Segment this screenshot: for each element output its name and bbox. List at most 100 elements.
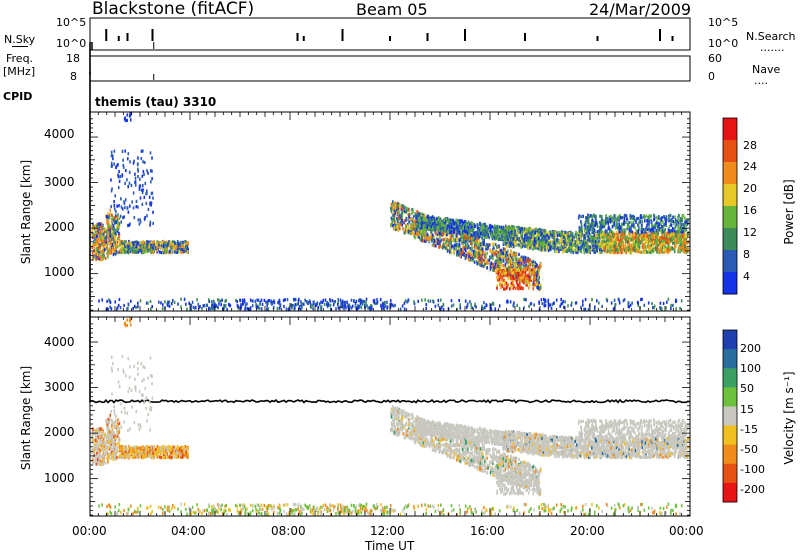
power-cell: [541, 302, 544, 306]
power-cell: [297, 299, 300, 303]
power-cell: [118, 216, 121, 220]
power-cell: [496, 230, 498, 234]
power-cell: [445, 229, 447, 233]
power-cell: [482, 223, 485, 227]
power-cell: [434, 221, 436, 225]
power-cell: [106, 307, 108, 311]
power-cell: [337, 298, 339, 302]
power-cell: [344, 300, 347, 305]
power-cell: [622, 299, 625, 303]
power-cell: [547, 304, 550, 308]
power-cell: [110, 154, 113, 158]
power-cell: [132, 242, 135, 246]
power-cell: [422, 226, 425, 230]
power-cell: [608, 249, 610, 253]
power-cell: [497, 250, 499, 255]
power-cell: [108, 240, 111, 244]
power-cell: [423, 216, 426, 220]
power-cell: [489, 267, 492, 271]
power-cell: [516, 276, 518, 280]
power-cell: [467, 233, 470, 237]
power-cell: [450, 231, 452, 235]
power-cell: [481, 241, 483, 245]
power-cell: [451, 222, 453, 226]
power-cell: [520, 233, 522, 237]
power-cell: [181, 250, 184, 254]
power-cell: [537, 286, 540, 290]
power-cell: [111, 164, 113, 168]
power-cell: [491, 302, 494, 306]
power-cell: [396, 216, 398, 220]
power-cell: [391, 221, 393, 225]
power-cell: [491, 250, 493, 254]
power-cell: [138, 241, 140, 245]
power-cell: [95, 243, 97, 247]
power-cell: [181, 248, 184, 252]
power-cell: [150, 169, 152, 173]
power-cell: [326, 304, 329, 309]
power-cell: [514, 255, 517, 259]
power-cell: [482, 250, 484, 254]
power-cell: [481, 228, 483, 232]
power-cell: [627, 237, 629, 241]
power-cell: [470, 255, 472, 259]
power-cell: [420, 234, 423, 238]
power-cell: [660, 239, 662, 243]
power-cell: [510, 249, 512, 253]
power-cell: [459, 303, 461, 307]
power-cell: [440, 233, 442, 237]
power-cell: [137, 169, 139, 173]
power-cell: [497, 238, 500, 242]
power-cell: [440, 229, 443, 233]
power-cell: [143, 195, 146, 199]
power-cell: [95, 257, 98, 261]
power-cell: [140, 157, 143, 161]
power-cell: [446, 224, 448, 228]
power-cell: [393, 224, 395, 228]
power-cell: [343, 302, 346, 306]
power-cell: [329, 307, 332, 311]
power-cell: [159, 245, 162, 249]
power-cell: [464, 219, 466, 224]
power-cell: [331, 299, 334, 303]
power-cell: [539, 285, 542, 290]
power-cell: [284, 298, 286, 302]
power-cell: [332, 303, 335, 307]
power-cell: [301, 306, 303, 310]
power-cell: [507, 256, 510, 261]
power-cell: [511, 259, 514, 263]
power-cell: [405, 210, 408, 214]
power-cell: [460, 234, 463, 238]
power-cell: [550, 233, 552, 237]
power-cell: [601, 250, 603, 254]
power-cell: [389, 299, 392, 303]
power-cell: [492, 262, 494, 266]
power-cell: [543, 229, 545, 233]
power-cell: [122, 216, 124, 220]
power-cell: [337, 301, 339, 305]
power-cell: [140, 241, 142, 245]
power-cell: [360, 306, 363, 310]
power-cell: [401, 215, 403, 219]
power-cell: [492, 251, 495, 255]
power-cell: [114, 194, 116, 198]
power-cell: [386, 300, 388, 304]
power-cell: [670, 306, 672, 310]
power-cell: [114, 215, 116, 220]
power-cell: [138, 184, 141, 188]
power-cell: [426, 232, 429, 236]
power-cell: [526, 233, 529, 237]
power-cell: [528, 245, 530, 249]
power-cell: [298, 306, 300, 310]
power-cell: [609, 234, 611, 238]
power-cell: [478, 256, 480, 260]
power-cell: [186, 241, 189, 245]
power-cell: [174, 244, 177, 248]
power-cell: [534, 274, 536, 278]
power-cell: [95, 224, 98, 229]
power-cell: [216, 304, 218, 308]
power-cell: [522, 261, 525, 265]
power-cell: [374, 302, 377, 306]
power-cell: [463, 227, 465, 231]
power-cell: [467, 227, 469, 232]
